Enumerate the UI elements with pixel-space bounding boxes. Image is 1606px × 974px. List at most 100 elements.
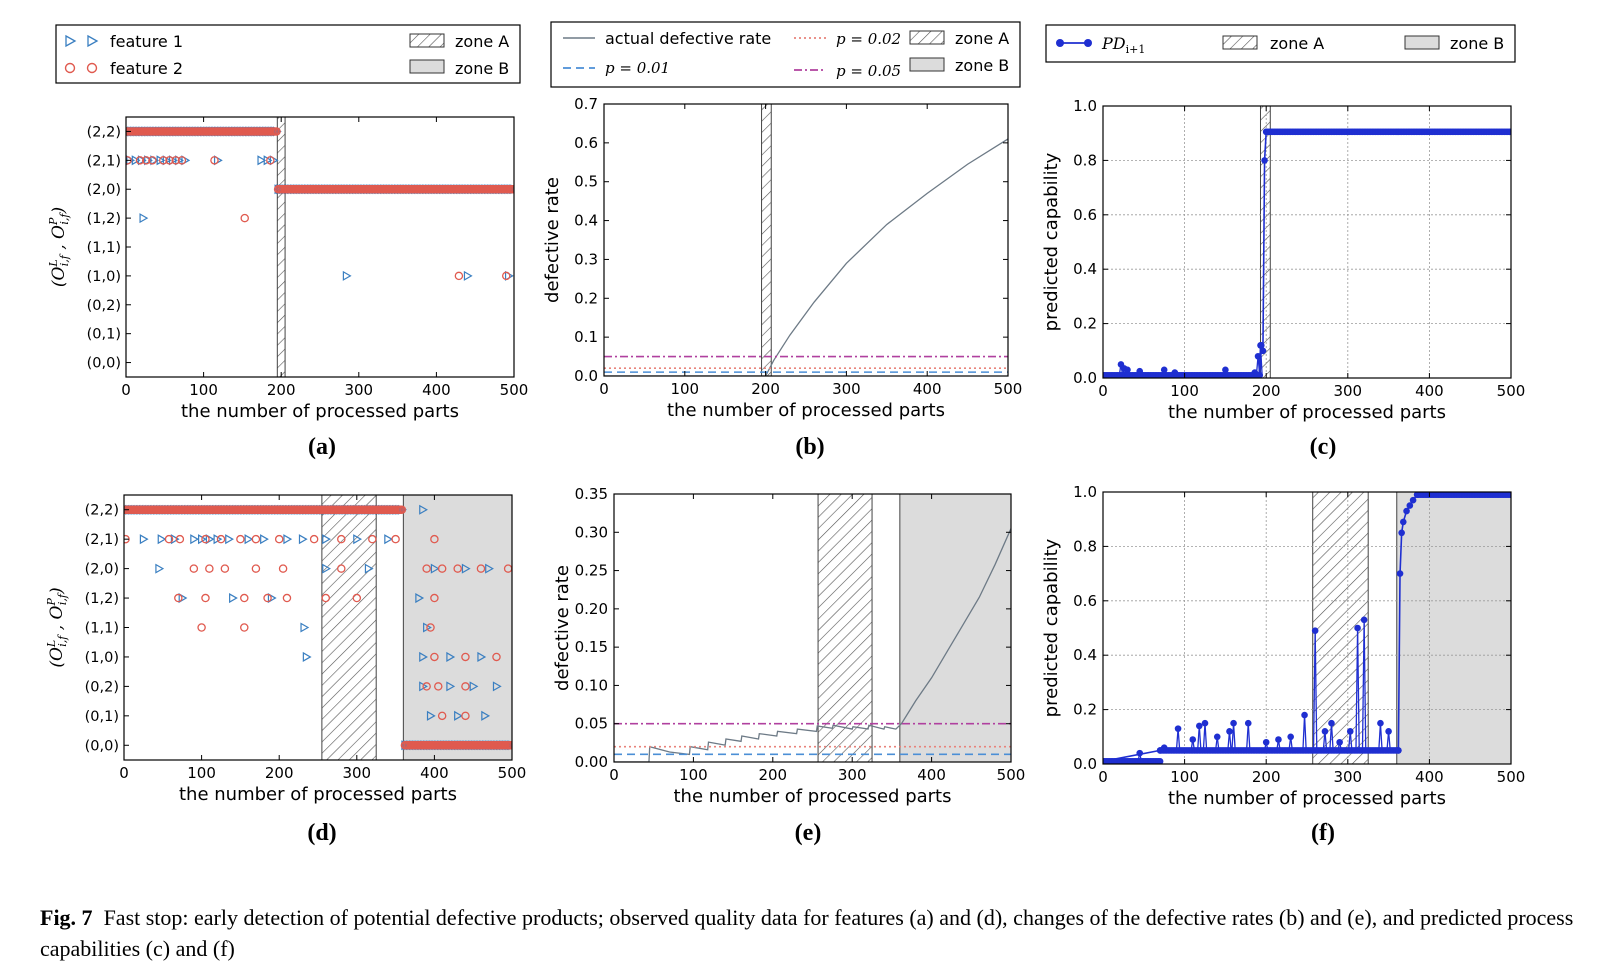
data-point: [298, 534, 308, 545]
y-axis-label-part: i,f: [56, 634, 69, 647]
x-tick-label: 300: [1333, 382, 1362, 400]
data-point: [150, 155, 160, 166]
data-point: [251, 534, 261, 544]
zone-a-swatch: [409, 33, 445, 48]
data-point: [144, 155, 153, 166]
y-axis-label-part: (: [49, 280, 69, 287]
legend-marker-feature-1: [65, 34, 77, 48]
y-tick-label: 0.0: [1073, 755, 1097, 773]
zone-a-swatch: [909, 30, 945, 45]
data-point: [1396, 570, 1404, 577]
y-tick-label: 0.0: [1073, 369, 1097, 387]
legend-label-zone-b: zone B: [455, 59, 509, 78]
data-point: [205, 564, 214, 573]
data-point: [461, 682, 470, 691]
data-point: [463, 270, 473, 281]
data-point: [454, 710, 463, 721]
x-tick-label: 100: [187, 764, 216, 782]
data-point: [272, 127, 281, 136]
zone-b-region: [899, 494, 1011, 762]
x-tick-label: 0: [121, 381, 131, 399]
zone-b-swatch: [909, 57, 945, 72]
data-point: [1377, 719, 1384, 727]
y-tick-label: (2,2): [87, 124, 121, 140]
data-point: [267, 593, 277, 604]
data-point: [240, 213, 249, 223]
legend-label-p001: p = 0.01: [605, 59, 670, 77]
data-point: [165, 156, 174, 165]
y-axis-label-part: i,f: [58, 212, 71, 225]
data-point: [422, 564, 431, 573]
data-point: [469, 681, 479, 692]
zone-a-swatch: [1222, 35, 1258, 50]
data-point: [1398, 529, 1405, 537]
data-point: [1156, 757, 1164, 764]
spike-line: [1363, 619, 1367, 751]
series-line-actual-defective-rate: [604, 138, 1008, 376]
data-point: [300, 622, 310, 633]
x-tick-label: 300: [832, 380, 861, 398]
data-point: [274, 534, 284, 544]
data-point: [139, 534, 149, 545]
x-tick-label: 100: [189, 381, 218, 399]
chart-panel-b: 0 100 200 300 400 500 0.0 0.1 0.2 0.3 0.4 0.5 0.6 0.7…: [542, 95, 1022, 460]
data-point: [1256, 371, 1263, 378]
x-tick-label: 0: [1098, 382, 1108, 400]
y-axis-label-part: O: [49, 267, 69, 281]
data-point: [266, 156, 275, 165]
data-point: [1230, 719, 1237, 727]
panel-label: (a): [308, 434, 336, 460]
zone-a-region: [817, 494, 873, 762]
x-tick-label: 400: [1415, 768, 1444, 786]
zone-b-region: [402, 495, 512, 760]
y-tick-label: 0.2: [574, 289, 598, 307]
x-tick-label: 100: [670, 380, 699, 398]
legend-label-zone-a: zone A: [455, 32, 509, 51]
data-point: [251, 564, 261, 573]
data-point: [430, 534, 439, 544]
legend-label-actual-rate: actual defective rate: [605, 29, 771, 48]
data-point: [1222, 366, 1229, 374]
data-point: [164, 534, 174, 544]
plot-area-f: [1103, 492, 1511, 764]
data-point: [257, 155, 267, 166]
plot-frame: [613, 493, 1012, 763]
y-axis-label: defective rate: [542, 177, 563, 303]
y-tick-label: 0.20: [575, 600, 608, 618]
data-point: [205, 534, 215, 545]
data-point: [477, 651, 487, 662]
y-tick-label: (0,2): [87, 298, 121, 314]
x-tick-label: 100: [1170, 382, 1199, 400]
legend-panel-b: actual defective rate p = 0.01 p = 0.02 p =…: [550, 21, 1021, 88]
chart-panel-a: 0 100 200 300 400 500 (0,0) (0,1) (0,2) (1,0) (1,1…: [47, 116, 528, 460]
y-tick-label: (0,2): [85, 679, 119, 695]
y-tick-label: (2,0): [87, 182, 121, 198]
data-point: [240, 623, 249, 632]
plot-frame: [1102, 105, 1512, 379]
y-axis-label-part: i,f: [56, 592, 69, 605]
y-tick-label: 0.5: [574, 173, 598, 191]
y-tick-label: (0,1): [85, 709, 119, 725]
x-axis-label: the number of processed parts: [1168, 788, 1446, 809]
data-point: [322, 563, 331, 574]
data-point: [1321, 728, 1329, 735]
panel-label: (c): [1310, 434, 1337, 460]
data-point: [1506, 492, 1511, 499]
zone-b-region: [1396, 492, 1511, 764]
y-tick-label: (1,2): [87, 211, 121, 227]
data-point: [197, 623, 206, 632]
y-tick-label: (0,0): [87, 356, 121, 372]
y-axis-label: predicted capability: [1041, 152, 1062, 331]
x-tick-label: 500: [1497, 382, 1526, 400]
zone-a-region: [761, 104, 772, 376]
spike-line: [1379, 723, 1383, 751]
x-tick-label: 200: [1252, 768, 1281, 786]
y-tick-label: 0.00: [575, 753, 608, 771]
chart-panel-d: 0 100 200 300 400 500 (0,0) (0,1) (0,2) (1,0) (1,1…: [45, 494, 526, 846]
figure-caption: Fig. 7 Fast stop: early detection of pot…: [40, 902, 1580, 964]
data-point: [174, 593, 183, 603]
data-point: [1261, 157, 1268, 164]
legend-panel-c: PDi+1 zone A zone B: [1045, 24, 1516, 63]
data-point: [170, 534, 180, 545]
y-axis-label-part: ): [49, 207, 69, 215]
